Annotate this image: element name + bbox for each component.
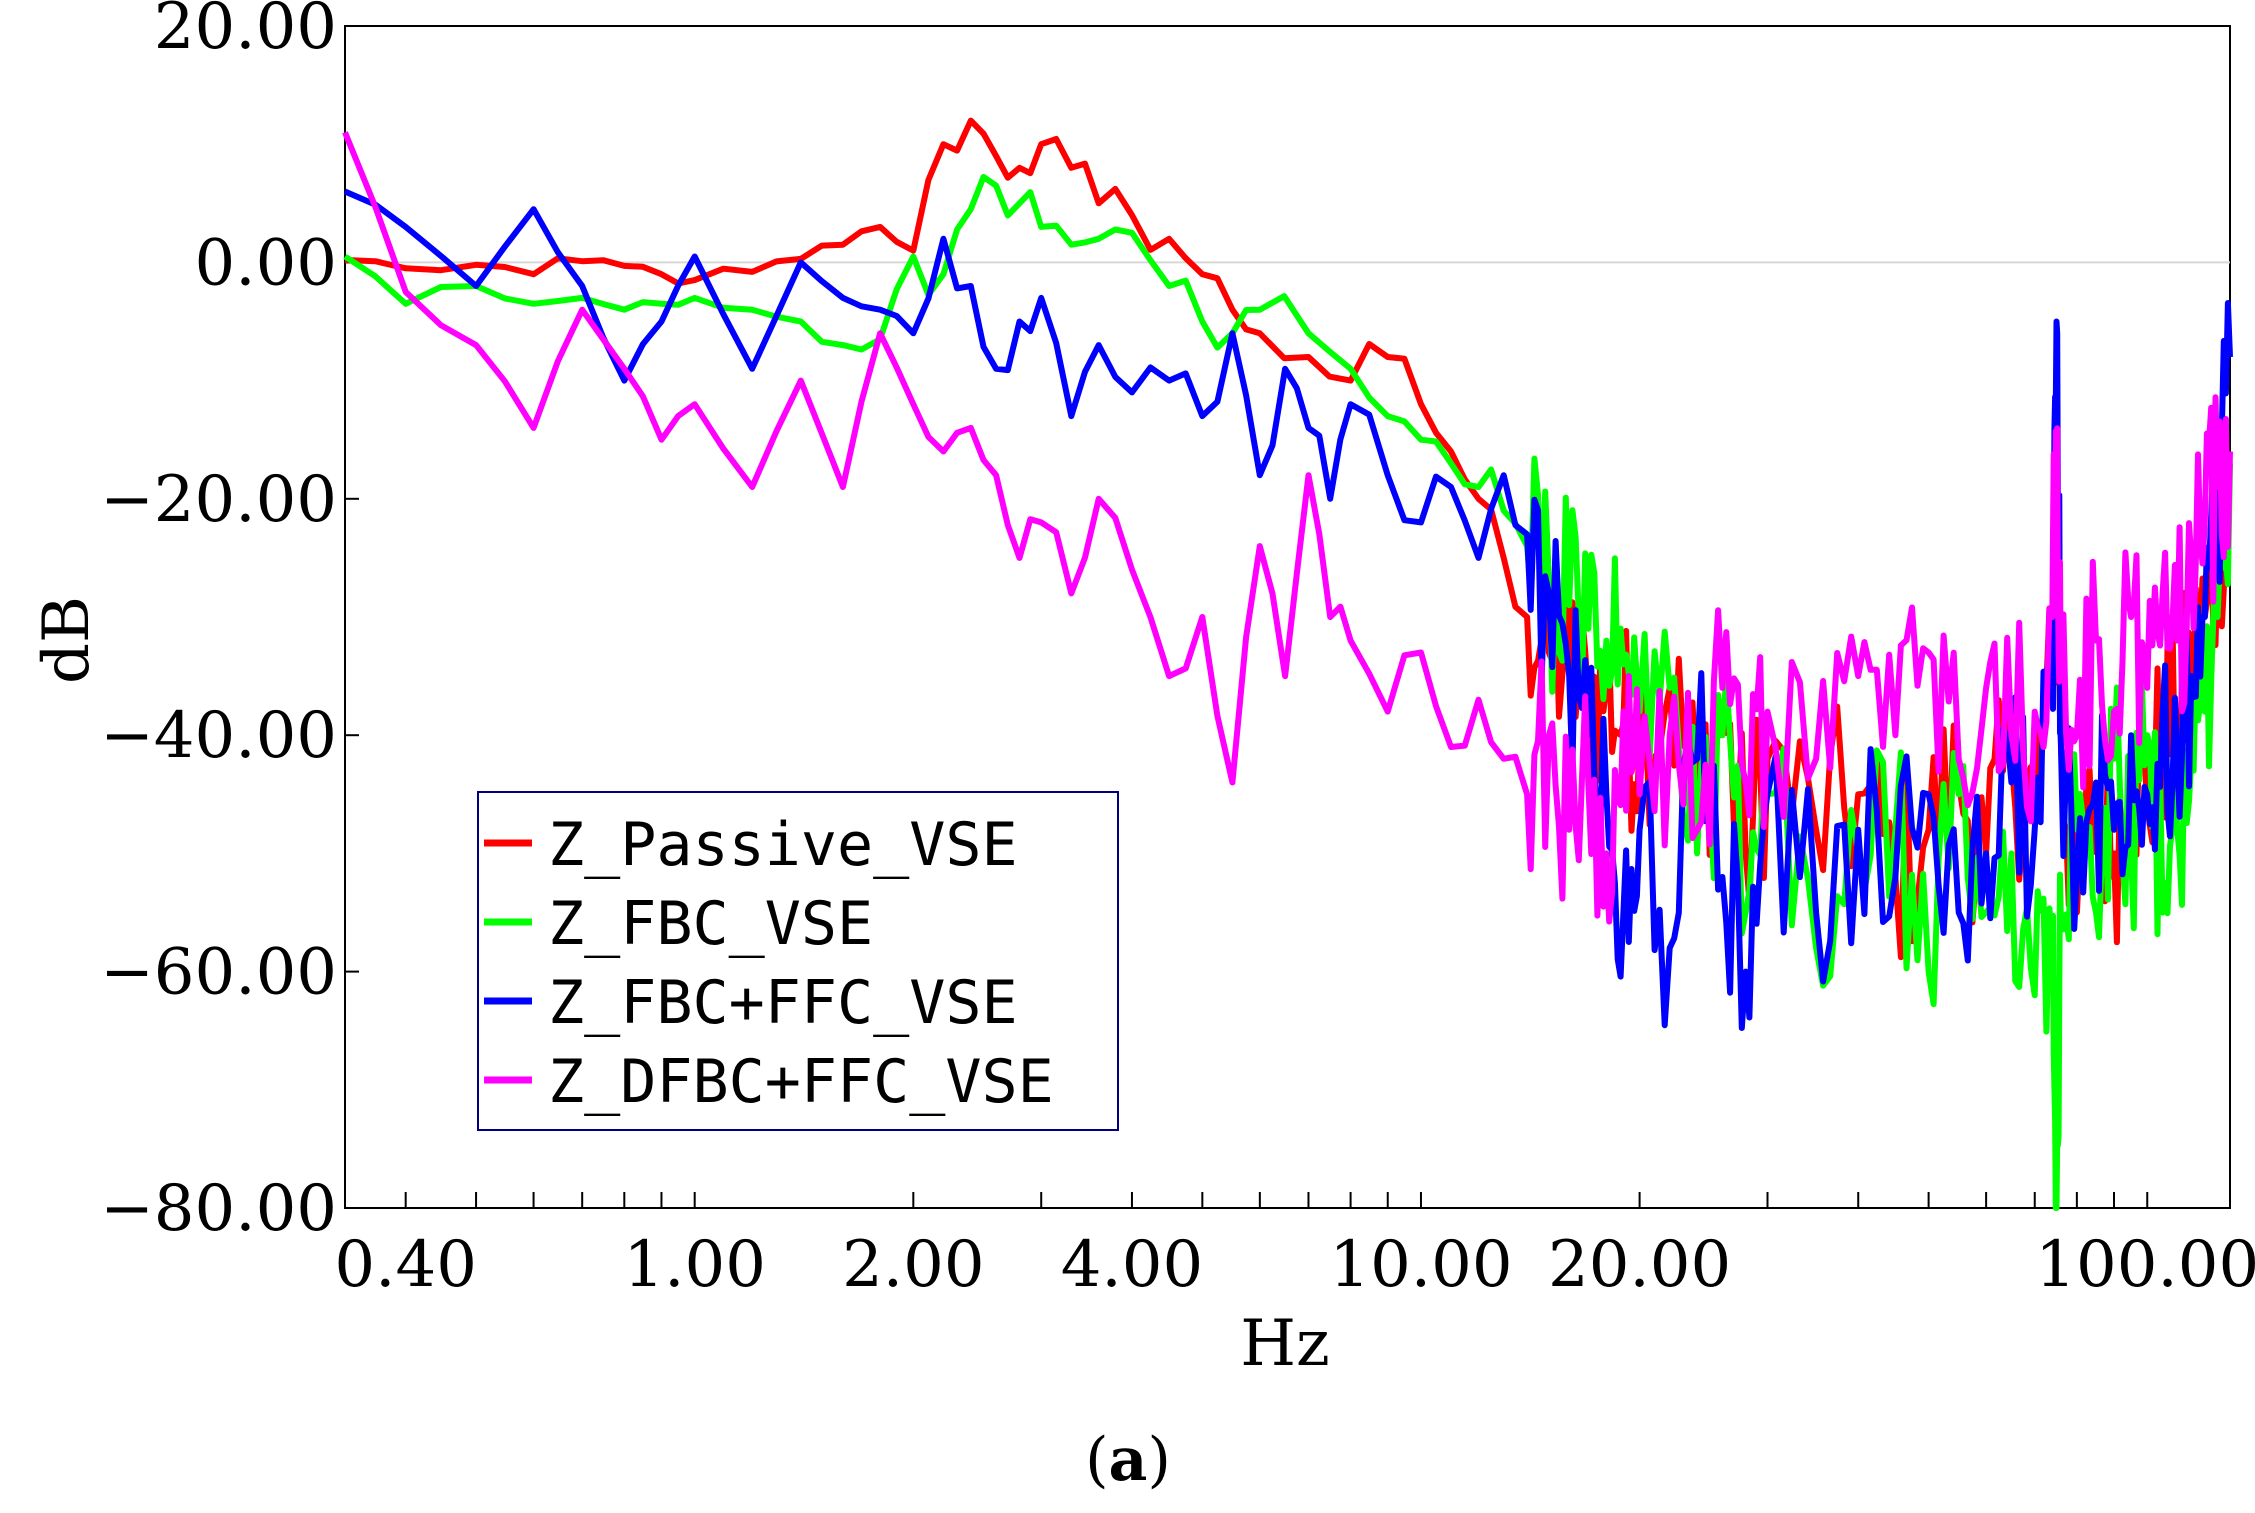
x-tick-label: 4.00 (1061, 1228, 1204, 1302)
x-tick-label: 1.00 (623, 1228, 766, 1302)
x-axis-ticks: 0.40 1.00 2.00 4.00 10.00 20.00 100.00 (334, 1192, 2255, 1302)
x-tick-label: 100.00 (2035, 1228, 2255, 1302)
legend: Z_Passive_VSE Z_FBC_VSE Z_FBC+FFC_VSE Z_… (477, 791, 1119, 1131)
series-line-z-dfbc-ffc-vse (342, 131, 2233, 925)
legend-label-fbc: Z_FBC_VSE (548, 889, 873, 959)
y-tick-label: −20.00 (100, 463, 337, 537)
y-axis-ticks: 20.00 0.00 −20.00 −40.00 −60.00 −80.00 (100, 0, 359, 1246)
y-tick-label: 20.00 (154, 0, 337, 64)
x-tick-label: 20.00 (1548, 1228, 1731, 1302)
y-tick-label: −80.00 (100, 1172, 337, 1246)
x-tick-label: 10.00 (1329, 1228, 1512, 1302)
x-axis-label: Hz (1240, 1307, 1330, 1381)
x-tick-label: 0.40 (334, 1228, 477, 1302)
legend-label-passive: Z_Passive_VSE (548, 810, 1018, 880)
y-tick-label: −60.00 (100, 936, 337, 1010)
y-tick-label: −40.00 (100, 699, 337, 773)
y-tick-label: 0.00 (195, 226, 338, 300)
legend-label-fbc-ffc: Z_FBC+FFC_VSE (548, 968, 1018, 1038)
figure-caption: (a) (1085, 1425, 1171, 1495)
x-tick-label: 2.00 (842, 1228, 985, 1302)
legend-box (477, 791, 1119, 1131)
y-axis-label: dB (30, 596, 104, 684)
legend-label-dfbc-ffc: Z_DFBC+FFC_VSE (548, 1047, 1054, 1117)
data-series (342, 117, 2233, 1211)
